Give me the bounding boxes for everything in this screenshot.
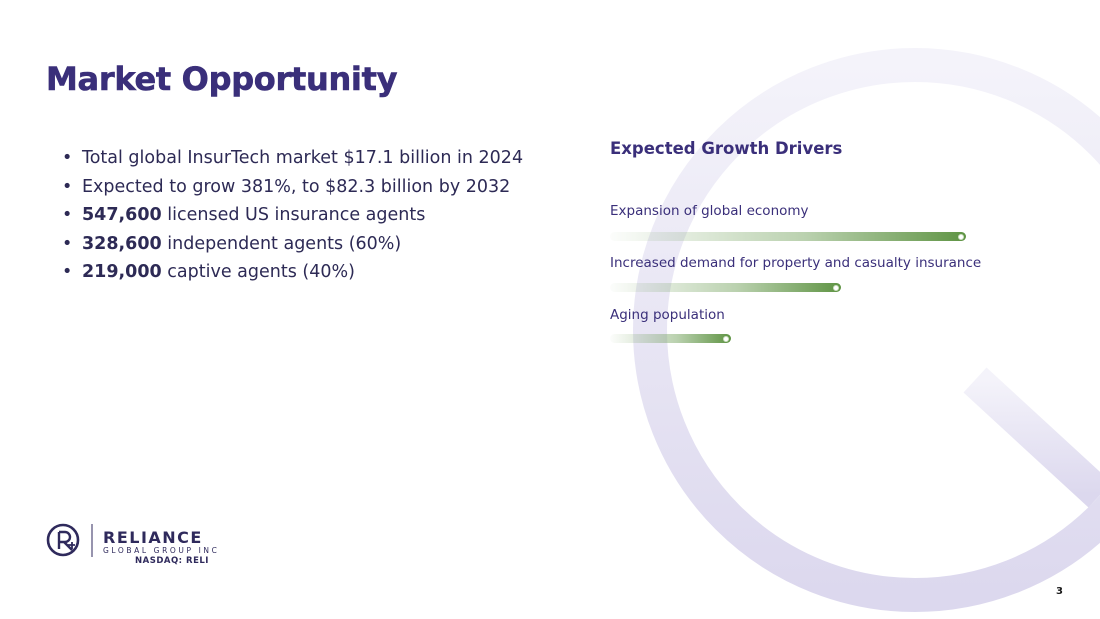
bullet-text: licensed US insurance agents	[161, 205, 426, 225]
bullet-text: independent agents (60%)	[161, 233, 402, 254]
bullet-bold: 328,600	[82, 233, 162, 254]
driver-bar-aging-population	[610, 334, 731, 343]
bullet-item: 219,000 captive agents (40%)	[62, 258, 542, 287]
bullet-bold: 219,000	[82, 262, 162, 282]
company-subtitle: GLOBAL GROUP INC	[103, 546, 220, 555]
stock-ticker: NASDAQ: RELI	[135, 556, 209, 566]
bullet-item: 328,600 independent agents (60%)	[62, 230, 542, 259]
page-title: Market Opportunity	[46, 60, 398, 99]
driver-label-aging-population: Aging population	[610, 307, 725, 323]
bar-end-dot	[958, 233, 964, 240]
driver-bar-economy	[610, 232, 966, 241]
bullet-text: captive agents (40%)	[161, 262, 355, 282]
company-name: RELIANCE	[103, 528, 203, 547]
growth-drivers-title: Expected Growth Drivers	[610, 139, 843, 158]
bullet-text: Total global InsurTech market $17.1 bill…	[82, 148, 524, 168]
driver-label-insurance-demand: Increased demand for property and casual…	[610, 255, 982, 271]
page-number: 3	[1056, 586, 1063, 597]
bullet-item: Expected to grow 381%, to $82.3 billion …	[62, 173, 542, 202]
company-logo	[46, 523, 93, 557]
market-bullets: Total global InsurTech market $17.1 bill…	[62, 144, 542, 287]
bar-end-dot	[833, 284, 839, 291]
bullet-item: 547,600 licensed US insurance agents	[62, 201, 542, 230]
bullet-text: Expected to grow 381%, to $82.3 billion …	[82, 176, 511, 197]
bar-end-dot	[723, 335, 729, 342]
driver-bar-insurance-demand	[610, 283, 841, 292]
bullet-item: Total global InsurTech market $17.1 bill…	[62, 144, 542, 173]
driver-label-economy: Expansion of global economy	[610, 203, 809, 219]
bullet-bold: 547,600	[82, 205, 162, 225]
